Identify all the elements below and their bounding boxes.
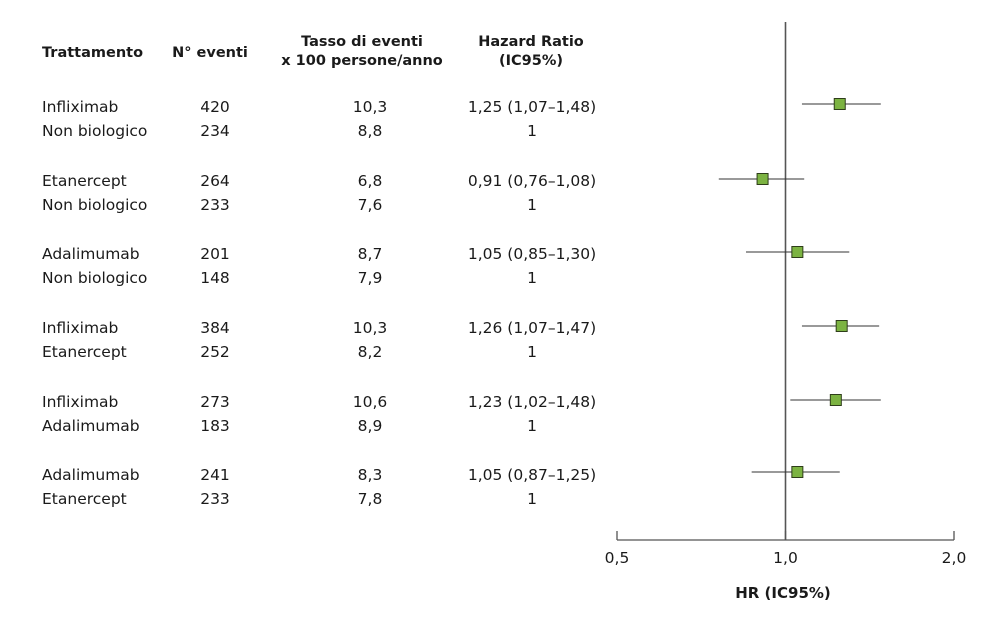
row-rate: 8,2	[357, 343, 383, 361]
header-treatment: Trattamento	[42, 45, 144, 61]
row-rate: 10,3	[352, 98, 388, 116]
row-treatment: Etanercept	[42, 490, 127, 508]
hr-point-marker	[833, 98, 846, 110]
header-rate-line2: x 100 persone/anno	[281, 53, 443, 69]
row-rate: 6,8	[357, 172, 383, 190]
row-events: 273	[200, 393, 230, 411]
hr-point-marker	[791, 466, 804, 478]
row-events: 183	[200, 417, 230, 435]
row-events: 241	[200, 466, 230, 484]
row-hazard-ratio: 1	[527, 417, 537, 435]
row-rate: 8,7	[357, 245, 383, 263]
row-rate: 8,9	[357, 417, 383, 435]
header-hr-line1: Hazard Ratio	[478, 34, 584, 50]
row-events: 233	[200, 196, 230, 214]
header-hr: Hazard Ratio (IC95%)	[478, 33, 584, 71]
row-treatment: Non biologico	[42, 122, 148, 140]
row-treatment: Adalimumab	[42, 417, 140, 435]
row-treatment: Non biologico	[42, 269, 148, 287]
row-events: 420	[200, 98, 230, 116]
hr-point-marker	[835, 320, 848, 332]
header-rate: Tasso di eventi x 100 persone/anno	[281, 33, 443, 71]
row-hazard-ratio: 0,91 (0,76–1,08)	[467, 172, 597, 190]
row-hazard-ratio: 1	[527, 490, 537, 508]
row-rate: 8,8	[357, 122, 383, 140]
row-hazard-ratio: 1,25 (1,07–1,48)	[467, 98, 597, 116]
header-rate-line1: Tasso di eventi	[301, 34, 423, 50]
row-treatment: Adalimumab	[42, 466, 140, 484]
row-rate: 7,6	[357, 196, 383, 214]
row-treatment: Adalimumab	[42, 245, 140, 263]
hr-point-marker	[829, 394, 842, 406]
row-treatment: Non biologico	[42, 196, 148, 214]
row-hazard-ratio: 1	[527, 343, 537, 361]
row-rate: 8,3	[357, 466, 383, 484]
row-rate: 10,3	[352, 319, 388, 337]
row-hazard-ratio: 1,05 (0,85–1,30)	[467, 245, 597, 263]
row-events: 252	[200, 343, 230, 361]
row-events: 148	[200, 269, 230, 287]
row-hazard-ratio: 1,23 (1,02–1,48)	[467, 393, 597, 411]
x-axis-tick-label: 2,0	[942, 549, 967, 567]
header-hr-line2: (IC95%)	[498, 53, 563, 69]
x-axis-title: HR (IC95%)	[735, 584, 831, 602]
row-rate: 7,8	[357, 490, 383, 508]
row-rate: 10,6	[352, 393, 388, 411]
row-events: 233	[200, 490, 230, 508]
hr-point-marker	[756, 173, 769, 185]
row-treatment: Etanercept	[42, 343, 127, 361]
row-treatment: Infliximab	[42, 393, 119, 411]
row-hazard-ratio: 1,05 (0,87–1,25)	[467, 466, 597, 484]
header-events: N° eventi	[172, 45, 248, 61]
row-hazard-ratio: 1	[527, 122, 537, 140]
row-hazard-ratio: 1,26 (1,07–1,47)	[467, 319, 597, 337]
row-treatment: Etanercept	[42, 172, 127, 190]
row-hazard-ratio: 1	[527, 269, 537, 287]
x-axis-tick-label: 0,5	[605, 549, 630, 567]
hr-point-marker	[791, 246, 804, 258]
row-events: 264	[200, 172, 230, 190]
row-treatment: Infliximab	[42, 319, 119, 337]
row-rate: 7,9	[357, 269, 383, 287]
row-treatment: Infliximab	[42, 98, 119, 116]
row-events: 234	[200, 122, 230, 140]
row-hazard-ratio: 1	[527, 196, 537, 214]
row-events: 384	[200, 319, 230, 337]
row-events: 201	[200, 245, 230, 263]
x-axis-tick-label: 1,0	[773, 549, 798, 567]
